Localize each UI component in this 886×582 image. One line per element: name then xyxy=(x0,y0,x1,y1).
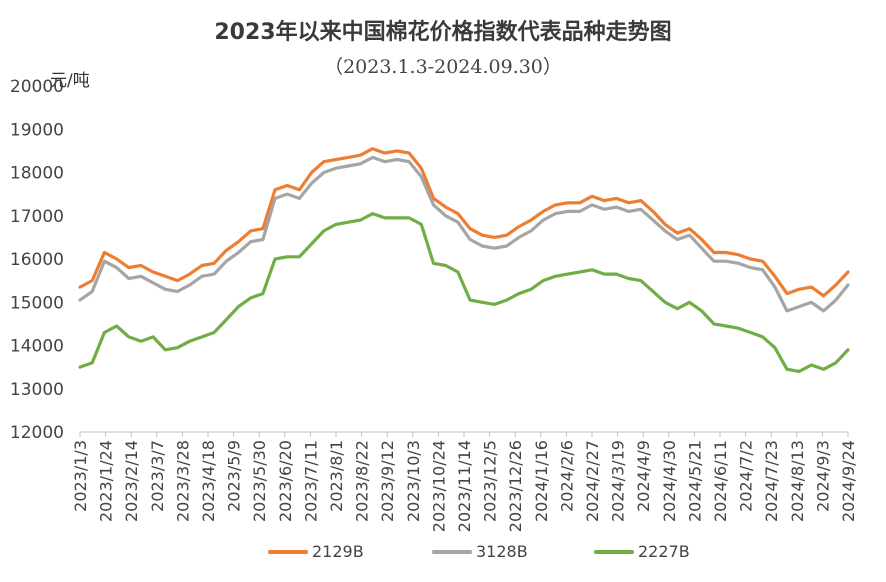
x-tick-label: 2023/8/22 xyxy=(353,440,372,522)
legend-label: 3128B xyxy=(476,542,528,561)
x-tick-label: 2024/9/24 xyxy=(839,440,858,522)
legend-item-3128B: 3128B xyxy=(432,542,528,561)
legend-label: 2129B xyxy=(312,542,364,561)
y-tick-label: 19000 xyxy=(10,120,64,140)
x-tick-label: 2024/2/6 xyxy=(557,440,576,512)
x-tick-label: 2023/3/7 xyxy=(148,440,167,512)
x-tick-label: 2023/9/12 xyxy=(378,440,397,522)
x-tick-label: 2023/1/24 xyxy=(97,440,116,522)
y-tick-label: 13000 xyxy=(10,380,64,400)
x-tick-label: 2024/8/13 xyxy=(788,440,807,522)
x-tick-label: 2024/7/23 xyxy=(762,440,781,522)
x-tick-label: 2023/12/26 xyxy=(506,440,525,532)
x-tick-label: 2024/6/11 xyxy=(711,440,730,522)
x-tick-label: 2023/1/3 xyxy=(71,440,90,512)
x-tick-label: 2023/7/11 xyxy=(301,440,320,522)
legend-item-2227B: 2227B xyxy=(594,542,690,561)
legend-swatch xyxy=(432,549,472,554)
x-tick-label: 2024/2/27 xyxy=(583,440,602,522)
x-tick-label: 2024/3/19 xyxy=(609,440,628,522)
x-tick-label: 2023/10/3 xyxy=(404,440,423,522)
x-tick-label: 2024/7/2 xyxy=(737,440,756,512)
y-tick-label: 15000 xyxy=(10,293,64,313)
x-tick-label: 2023/3/28 xyxy=(173,440,192,522)
x-tick-label: 2023/11/14 xyxy=(455,440,474,532)
x-tick-label: 2023/4/18 xyxy=(199,440,218,522)
legend-swatch xyxy=(268,549,308,554)
y-tick-label: 14000 xyxy=(10,337,64,357)
legend-label: 2227B xyxy=(638,542,690,561)
series-line-2129B xyxy=(78,147,850,298)
y-tick-label: 20000 xyxy=(10,77,64,97)
x-tick-label: 2024/5/21 xyxy=(685,440,704,522)
y-tick-label: 17000 xyxy=(10,207,64,227)
x-tick-label: 2023/8/1 xyxy=(327,440,346,512)
y-axis-unit-label: 元/吨 xyxy=(50,71,90,91)
x-tick-label: 2023/2/14 xyxy=(122,440,141,522)
x-tick-label: 2024/1/16 xyxy=(532,440,551,522)
x-tick-label: 2023/6/20 xyxy=(276,440,295,522)
series-line-3128B xyxy=(78,155,850,313)
legend: 2129B 3128B 2227B xyxy=(0,542,886,566)
y-tick-label: 12000 xyxy=(10,423,64,443)
x-tick-label: 2023/12/5 xyxy=(481,440,500,522)
x-tick-label: 2024/4/9 xyxy=(634,440,653,512)
x-tick-label: 2024/4/30 xyxy=(660,440,679,522)
y-tick-label: 16000 xyxy=(10,250,64,270)
series-line-2227B xyxy=(78,212,850,373)
x-tick-label: 2023/10/24 xyxy=(429,440,448,532)
y-tick-label: 18000 xyxy=(10,164,64,184)
chart-title: 2023年以来中国棉花价格指数代表品种走势图 xyxy=(214,20,672,45)
x-tick-label: 2023/5/30 xyxy=(250,440,269,522)
x-tick-label: 2023/5/9 xyxy=(225,440,244,512)
legend-item-2129B: 2129B xyxy=(268,542,364,561)
legend-swatch xyxy=(594,549,634,554)
x-tick-label: 2024/9/3 xyxy=(813,440,832,512)
chart-subtitle: （2023.1.3-2024.09.30） xyxy=(324,56,562,78)
